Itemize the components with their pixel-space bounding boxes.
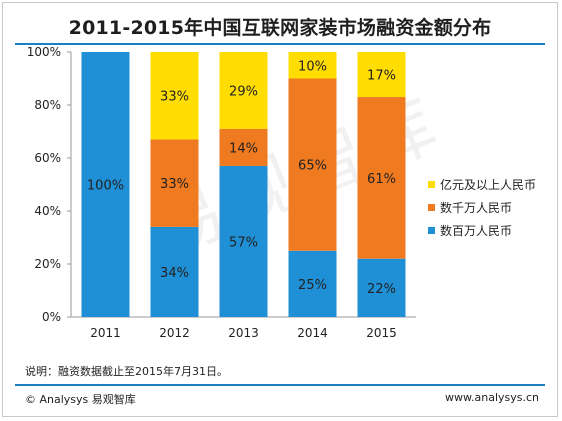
footer-divider: [15, 384, 545, 386]
footnote: 说明：融资数据截止至2015年7月31日。: [25, 365, 228, 378]
title-divider: [15, 43, 545, 45]
data-label: 65%: [298, 159, 327, 174]
chart-title: 2011-2015年中国互联网家装市场融资金额分布: [68, 17, 492, 39]
data-label: 100%: [87, 179, 124, 194]
chart-frame: 2011-2015年中国互联网家装市场融资金额分布 易观智库 0%20%40%6…: [2, 2, 558, 417]
legend-swatch: [428, 227, 435, 234]
data-label: 22%: [367, 282, 396, 297]
y-tick-label: 80%: [34, 98, 61, 112]
legend-label: 数百万人民币: [440, 223, 512, 238]
data-label: 25%: [298, 278, 327, 293]
data-label: 61%: [367, 172, 396, 187]
legend-swatch: [428, 204, 435, 211]
x-tick-label: 2013: [228, 326, 259, 340]
bar-segment: [219, 128, 268, 166]
data-label: 29%: [229, 84, 258, 99]
stacked-bar-chart: 0% 20% 40% 60% 80% 100% 100% 2011 34% 33% 33% 2012 5…: [27, 45, 536, 340]
data-label: 10%: [298, 59, 327, 74]
data-label: 57%: [229, 235, 258, 250]
data-label: 34%: [160, 266, 189, 281]
bar-segment: [150, 52, 199, 140]
bar-segment: [150, 139, 199, 227]
y-tick-label: 20%: [34, 257, 61, 271]
bar-segment: [219, 165, 268, 317]
bar-segment: [288, 250, 337, 317]
bar-segment: [357, 52, 406, 98]
data-label: 17%: [367, 69, 396, 84]
data-label: 33%: [160, 177, 189, 192]
legend-label: 数千万人民币: [440, 200, 512, 215]
legend-swatch: [428, 181, 435, 188]
x-tick-label: 2014: [297, 326, 328, 340]
data-label: 14%: [229, 141, 258, 156]
bar-segment: [150, 226, 199, 317]
data-label: 33%: [160, 90, 189, 105]
y-tick-label: 40%: [34, 204, 61, 218]
x-tick-label: 2015: [366, 326, 397, 340]
x-tick-label: 2011: [90, 326, 121, 340]
bar-segment: [219, 52, 268, 129]
bar-segment: [357, 258, 406, 317]
bar-segment: [288, 78, 337, 251]
website-link[interactable]: www.analysys.cn: [445, 391, 539, 404]
bar-segment: [357, 97, 406, 259]
y-tick-label: 0%: [42, 310, 61, 324]
y-tick-label: 100%: [27, 45, 61, 59]
x-tick-label: 2012: [159, 326, 190, 340]
bar-segment: [81, 52, 130, 317]
bar-segment: [288, 52, 337, 79]
y-tick-label: 60%: [34, 151, 61, 165]
copyright-text: © Analysys 易观智库: [25, 393, 136, 406]
legend-label: 亿元及以上人民币: [440, 177, 536, 192]
